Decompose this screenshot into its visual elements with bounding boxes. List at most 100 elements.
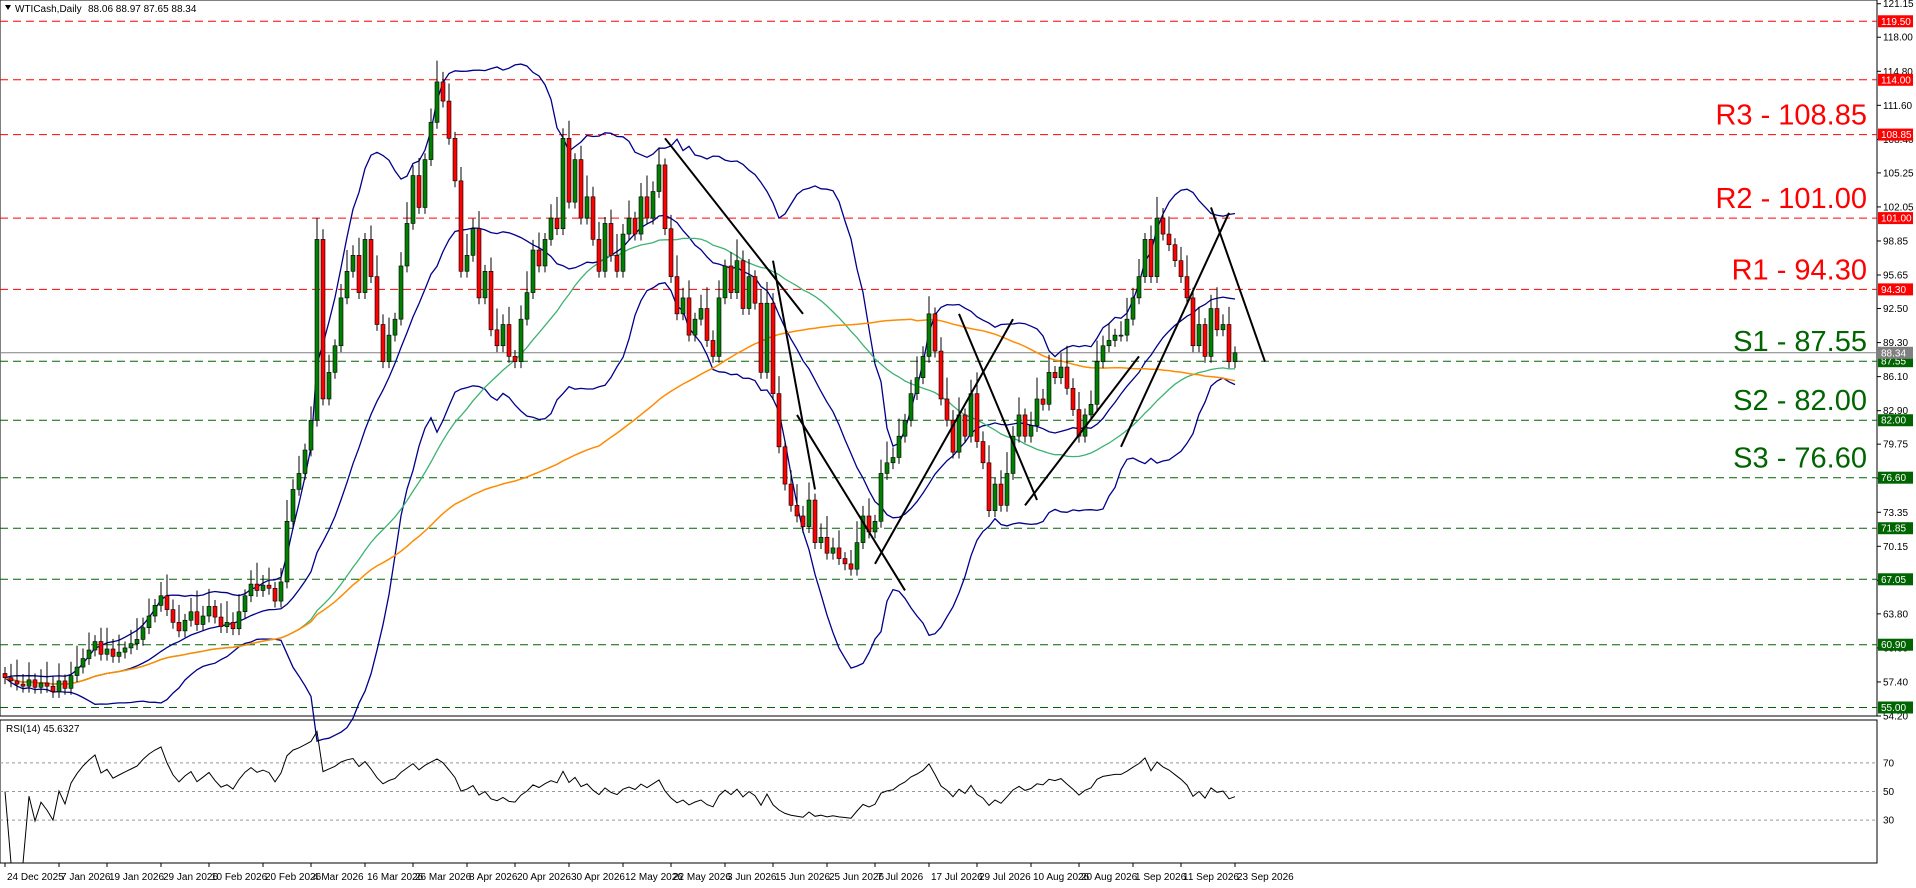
trend-line[interactable] bbox=[772, 260, 816, 490]
candle-body bbox=[980, 441, 986, 464]
candle-body bbox=[1106, 340, 1112, 347]
level-text-label: S2 - 82.00 bbox=[1733, 385, 1867, 417]
y-tick-label: 79.75 bbox=[1883, 440, 1908, 451]
candle-body bbox=[350, 255, 356, 272]
candle-body bbox=[1148, 239, 1154, 277]
candle-body bbox=[1058, 366, 1064, 378]
candle-body bbox=[524, 292, 530, 320]
level-badge-label: 94.30 bbox=[1881, 285, 1906, 296]
x-tick-label: 20 Feb 2026 bbox=[265, 872, 322, 883]
menu-triangle-icon[interactable] bbox=[5, 5, 11, 10]
candle-body bbox=[944, 398, 950, 421]
candle-body bbox=[758, 302, 764, 373]
candle-body bbox=[56, 680, 62, 692]
level-badge bbox=[1878, 15, 1913, 28]
ohlc-label: 88.06 88.97 87.65 88.34 bbox=[88, 4, 197, 15]
candle-body bbox=[116, 651, 122, 657]
candle-body bbox=[368, 239, 374, 277]
x-tick-label: 10 Feb 2026 bbox=[211, 872, 268, 883]
level-labels: R3 - 108.85 R2 - 101.00 R1 - 94.30 S1 - 87.… bbox=[1715, 100, 1867, 475]
candle-body bbox=[746, 276, 752, 309]
bollinger-bands bbox=[4, 63, 1236, 742]
candle-body bbox=[470, 228, 476, 256]
candle-body bbox=[1016, 414, 1022, 437]
candle-body bbox=[44, 682, 50, 687]
candle-body bbox=[668, 228, 674, 277]
candle-body bbox=[380, 324, 386, 363]
trend-line[interactable] bbox=[664, 137, 804, 315]
candle-body bbox=[158, 595, 164, 606]
current-price-label: 88.34 bbox=[1881, 348, 1906, 359]
price-axis: 121.15118.00114.80111.60108.40105.25102.… bbox=[1877, 0, 1914, 723]
trend-line[interactable] bbox=[958, 313, 1038, 501]
candle-body bbox=[842, 558, 848, 565]
x-tick-label: 29 Jul 2026 bbox=[979, 872, 1031, 883]
candle-body bbox=[20, 683, 26, 687]
candle-body bbox=[248, 583, 254, 597]
level-badge-label: 114.00 bbox=[1881, 75, 1911, 86]
candle-body bbox=[98, 641, 104, 655]
trend-line[interactable] bbox=[1024, 355, 1140, 506]
candle-body bbox=[608, 223, 614, 256]
candle-body bbox=[284, 521, 290, 583]
level-text-label: S1 - 87.55 bbox=[1733, 326, 1867, 358]
y-tick-label: 95.65 bbox=[1883, 271, 1908, 282]
candle-body bbox=[434, 81, 440, 123]
candle-body bbox=[62, 680, 68, 689]
candle-body bbox=[26, 679, 32, 687]
trend-line[interactable] bbox=[796, 414, 906, 591]
x-tick-label: 10 Aug 2026 bbox=[1033, 872, 1090, 883]
candle-body bbox=[1184, 276, 1190, 299]
candles bbox=[2, 60, 1238, 698]
candle-body bbox=[302, 449, 308, 474]
candle-body bbox=[488, 270, 494, 331]
candle-body bbox=[506, 324, 512, 357]
candle-body bbox=[1136, 276, 1142, 299]
x-tick-label: 3 Jun 2026 bbox=[727, 872, 777, 883]
candle-body bbox=[692, 318, 698, 336]
candle-body bbox=[806, 499, 812, 527]
candle-body bbox=[1088, 403, 1094, 416]
candle-body bbox=[716, 297, 722, 357]
x-tick-label: 25 Jun 2026 bbox=[829, 872, 884, 883]
candle-body bbox=[194, 611, 200, 625]
rsi-tick-label: 30 bbox=[1883, 816, 1895, 827]
candle-body bbox=[392, 318, 398, 336]
price-pane[interactable] bbox=[0, 0, 1878, 717]
candle-body bbox=[890, 457, 896, 464]
candle-body bbox=[518, 318, 524, 363]
candle-body bbox=[824, 536, 830, 554]
candle-body bbox=[1166, 233, 1172, 245]
trend-line[interactable] bbox=[1120, 212, 1230, 448]
candle-body bbox=[362, 239, 368, 293]
candle-body bbox=[578, 159, 584, 219]
candle-body bbox=[764, 302, 770, 373]
trend-line[interactable] bbox=[874, 318, 1014, 565]
x-tick-label: 4 Mar 2026 bbox=[313, 872, 364, 883]
candle-body bbox=[386, 334, 392, 363]
candle-body bbox=[344, 270, 350, 299]
candle-body bbox=[8, 677, 14, 682]
candle-body bbox=[1124, 318, 1130, 336]
candle-body bbox=[1142, 239, 1148, 277]
trend-line[interactable] bbox=[1210, 207, 1266, 363]
candle-body bbox=[32, 679, 38, 688]
candle-body bbox=[416, 175, 422, 208]
candle-body bbox=[512, 356, 518, 363]
x-tick-label: 24 Dec 2025 bbox=[7, 872, 64, 883]
candle-body bbox=[734, 260, 740, 293]
y-tick-label: 54.20 bbox=[1883, 712, 1908, 723]
candle-body bbox=[1214, 308, 1220, 331]
candle-body bbox=[914, 377, 920, 394]
level-badge-label: 67.05 bbox=[1881, 575, 1906, 586]
candle-body bbox=[236, 611, 242, 630]
level-badge-label: 76.60 bbox=[1881, 473, 1906, 484]
x-tick-label: 29 Jan 2026 bbox=[163, 872, 218, 883]
candle-body bbox=[86, 649, 92, 659]
candle-body bbox=[1154, 217, 1160, 277]
candle-body bbox=[908, 393, 914, 421]
candle-body bbox=[428, 122, 434, 160]
candle-body bbox=[644, 196, 650, 219]
trend-lines bbox=[664, 137, 1266, 591]
